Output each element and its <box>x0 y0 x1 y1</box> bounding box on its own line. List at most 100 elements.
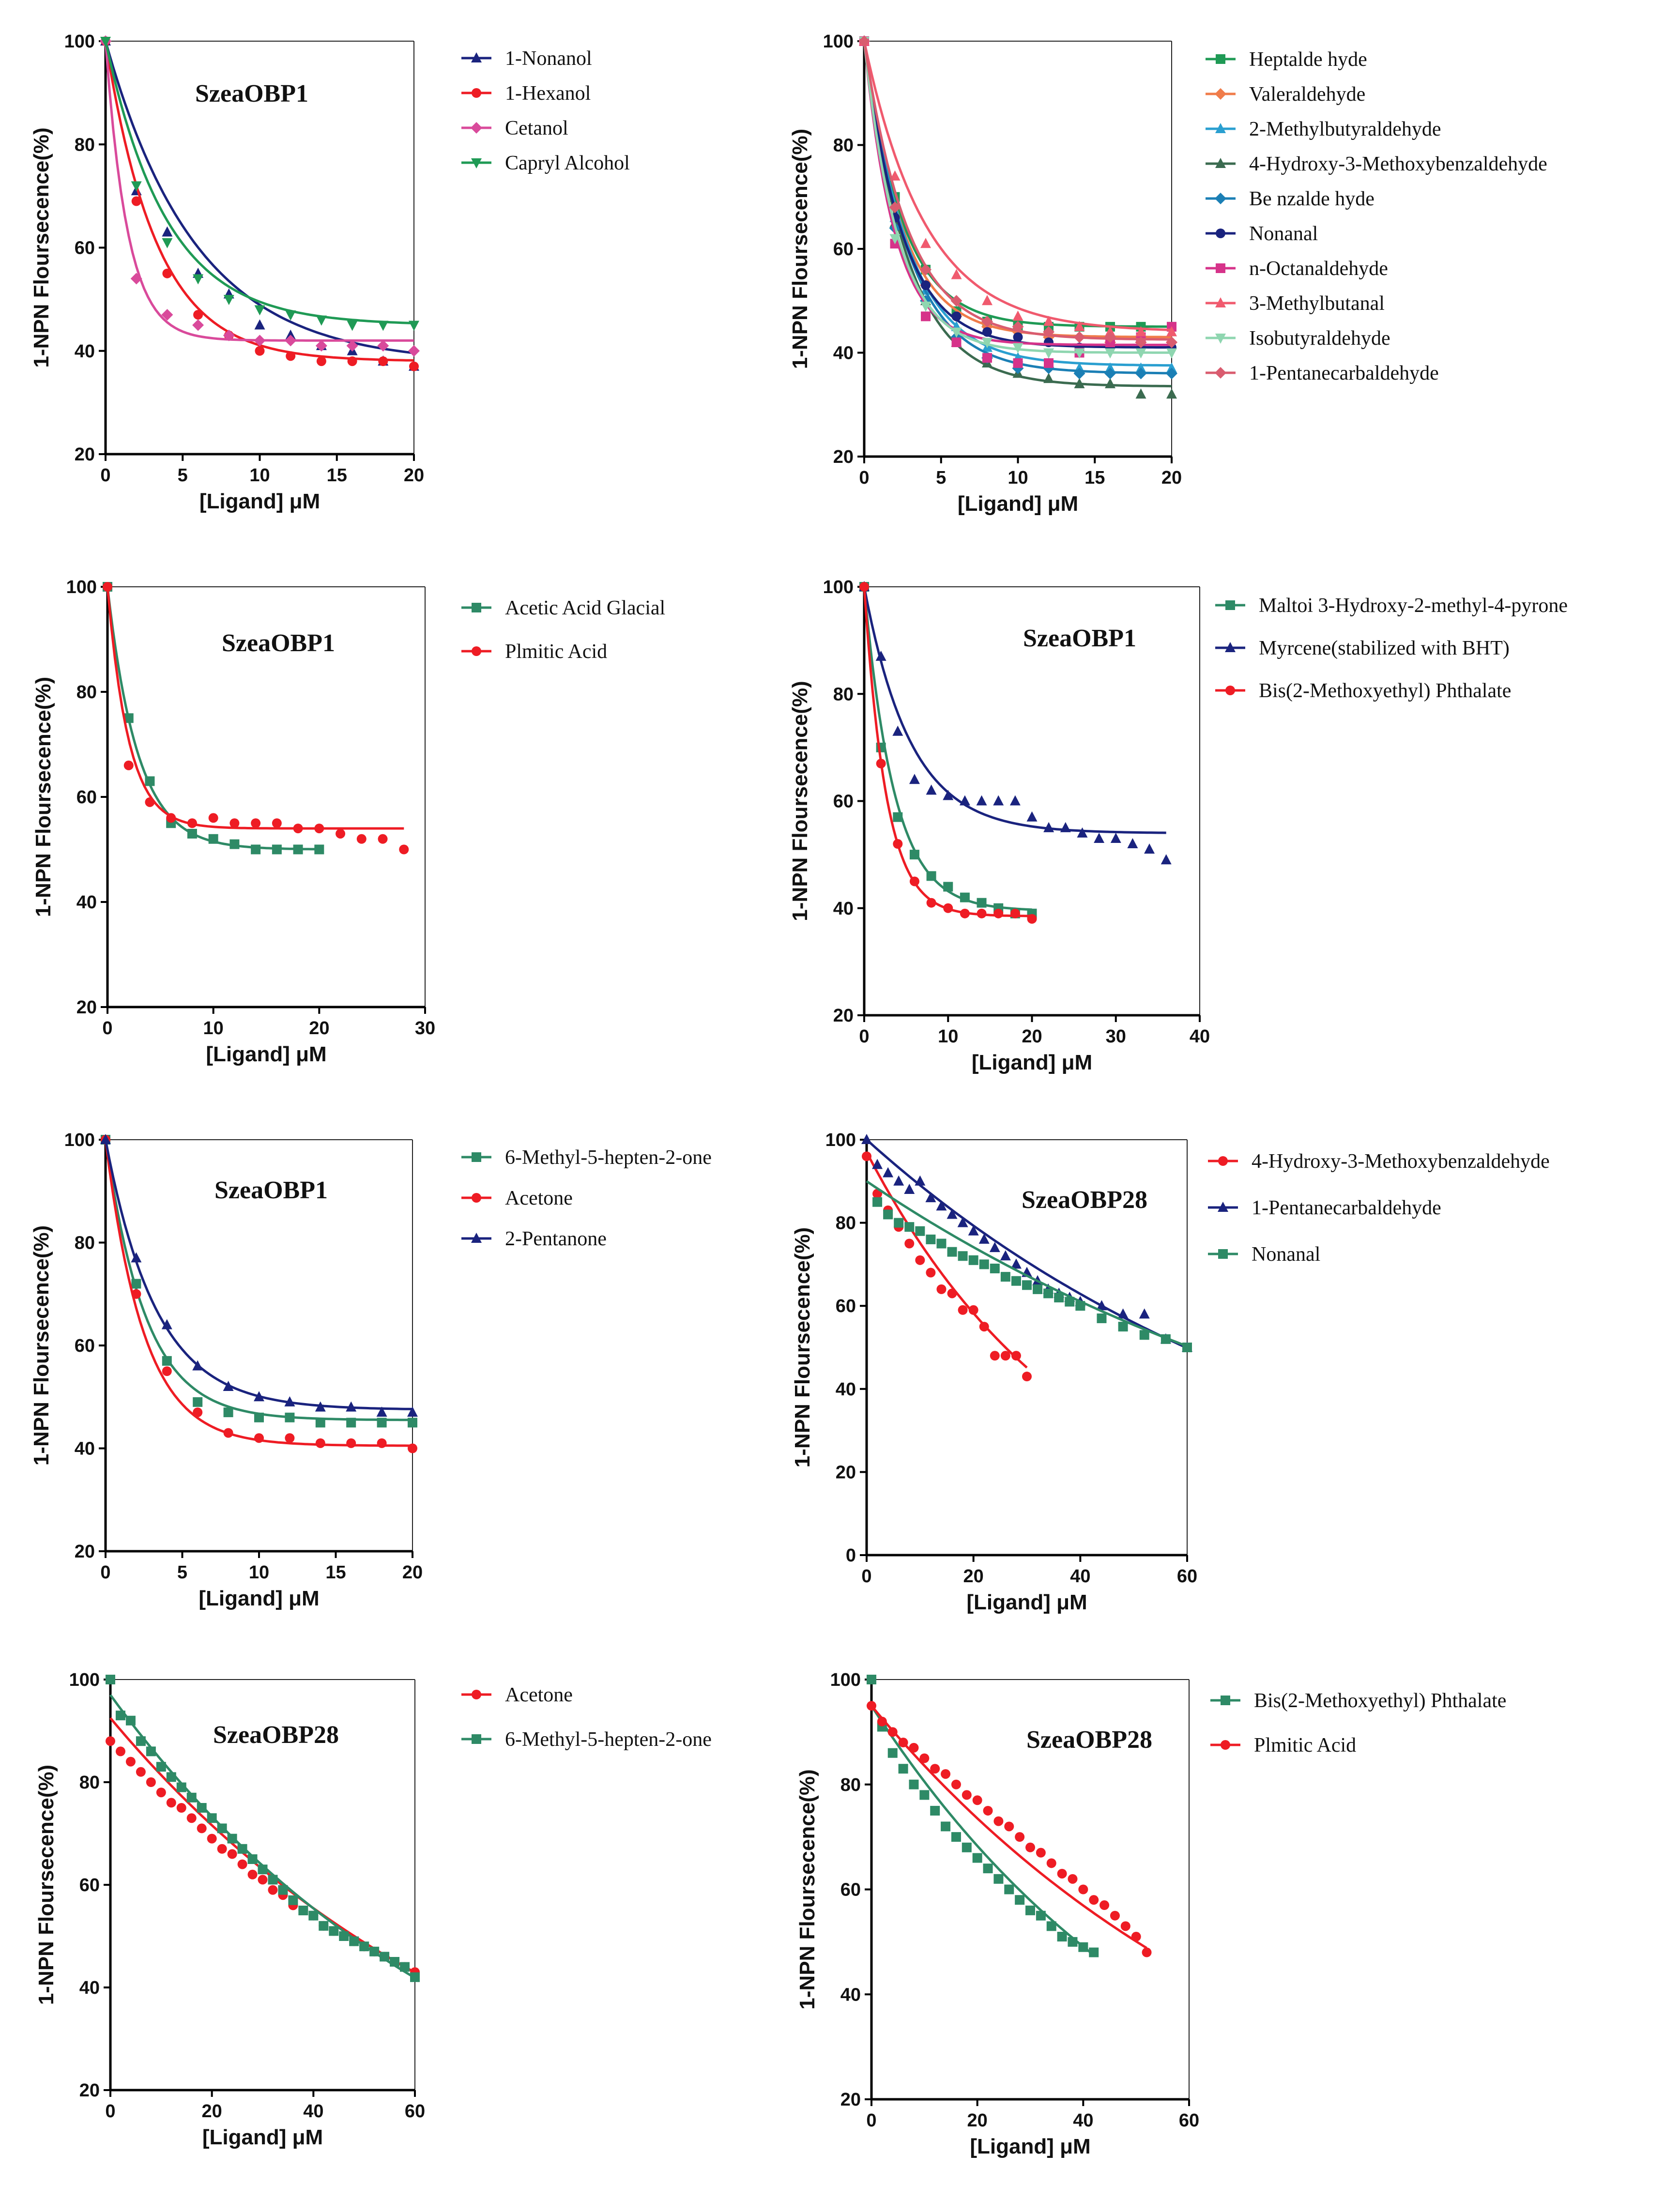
panel-title: SzeaOBP1 <box>1023 625 1136 652</box>
series-8 <box>859 35 1177 336</box>
legend-label: 6-Methyl-5-hepten-2-one <box>505 1728 712 1751</box>
data-point <box>192 319 204 331</box>
data-point <box>972 1795 982 1805</box>
data-point <box>926 898 936 908</box>
data-point <box>284 1396 295 1406</box>
series-1 <box>867 1675 1099 1957</box>
fit-curve <box>109 1717 416 1974</box>
data-point <box>272 844 282 855</box>
legend-marker <box>472 646 481 656</box>
data-point <box>883 1167 894 1177</box>
data-point <box>920 238 931 248</box>
x-axis-label: [Ligand] μM <box>202 2125 323 2149</box>
series-1 <box>101 1135 417 1428</box>
data-point <box>315 1418 325 1428</box>
data-point <box>1000 1351 1010 1361</box>
data-point <box>237 1844 247 1854</box>
data-point <box>258 1875 268 1885</box>
data-point <box>400 1962 410 1972</box>
legend-item: Bis(2-Methoxyethyl) Phthalate <box>1215 680 1511 702</box>
data-point <box>858 35 870 47</box>
data-point <box>131 1289 141 1299</box>
legend-label: Capryl Alcohol <box>505 152 630 174</box>
data-point <box>893 812 903 822</box>
y-tick-label: 20 <box>833 1006 854 1026</box>
data-point <box>193 274 204 285</box>
data-point <box>883 1209 893 1220</box>
data-point <box>909 1779 919 1789</box>
data-point <box>1074 348 1085 359</box>
data-point <box>346 1438 356 1448</box>
data-point <box>316 315 327 326</box>
data-point <box>186 1813 197 1823</box>
legend-label: 1-Pentanecarbaldehyde <box>1249 362 1439 384</box>
data-point <box>930 1764 940 1774</box>
data-point <box>989 1242 1000 1253</box>
data-point <box>176 1803 186 1813</box>
data-point <box>993 1816 1004 1826</box>
legend-marker <box>1215 123 1226 133</box>
series-1 <box>859 582 1037 918</box>
data-point <box>962 1842 972 1852</box>
fit-curve <box>863 41 1172 338</box>
legend-marker <box>471 52 482 62</box>
data-point <box>1012 310 1023 321</box>
data-point <box>115 1746 125 1757</box>
legend-item: Acetone <box>461 1187 573 1209</box>
panel-title: SzeaOBP28 <box>1026 1726 1152 1754</box>
data-point <box>223 1381 234 1391</box>
y-tick-label: 0 <box>846 1545 856 1566</box>
data-point <box>136 1767 146 1777</box>
y-tick-label: 80 <box>76 682 97 703</box>
data-point <box>1135 348 1146 359</box>
panel-title: SzeaOBP1 <box>214 1176 328 1204</box>
data-point <box>1013 332 1023 342</box>
series-2 <box>858 35 1177 349</box>
x-tick-label: 20 <box>963 1566 984 1587</box>
data-point <box>247 1869 258 1879</box>
data-point <box>919 1753 930 1763</box>
x-tick-label: 30 <box>415 1018 435 1039</box>
data-point <box>314 844 324 855</box>
data-point <box>921 280 931 290</box>
data-point <box>1089 1947 1099 1957</box>
x-tick-label: 20 <box>309 1018 329 1039</box>
data-point <box>1110 832 1121 843</box>
data-point <box>930 1805 940 1816</box>
x-tick-label: 10 <box>1008 468 1028 488</box>
legend-marker <box>1218 1202 1228 1212</box>
data-point <box>409 361 419 371</box>
y-tick-label: 60 <box>833 239 854 260</box>
data-point <box>123 713 134 723</box>
data-point <box>943 882 953 892</box>
data-point <box>1036 1910 1046 1921</box>
data-point <box>1105 348 1115 359</box>
legend-marker <box>1215 193 1226 204</box>
data-point <box>278 1885 288 1895</box>
data-point <box>904 1222 915 1232</box>
legend-item: Valeraldehyde <box>1206 83 1365 106</box>
fit-curve <box>865 1151 1028 1369</box>
data-point <box>339 1931 349 1941</box>
data-point <box>207 1833 217 1844</box>
legend-label: 6-Methyl-5-hepten-2-one <box>505 1146 712 1169</box>
fit-curve <box>863 586 1032 911</box>
series-3 <box>100 1134 418 1417</box>
data-point <box>1089 1895 1099 1905</box>
legend-item: Be nzalde hyde <box>1206 188 1375 210</box>
data-point <box>958 1305 968 1315</box>
data-point <box>1043 373 1054 383</box>
data-point <box>990 1351 1000 1361</box>
data-point <box>1022 1280 1032 1290</box>
data-point <box>1009 795 1021 806</box>
legend-item: Nonanal <box>1206 223 1318 245</box>
data-point <box>1010 1258 1022 1269</box>
data-point <box>298 1906 308 1915</box>
data-point <box>1078 1884 1088 1894</box>
data-point <box>958 1251 968 1261</box>
data-point <box>131 1279 141 1289</box>
legend-item: Myrcene(stabilized with BHT) <box>1215 637 1510 659</box>
data-point <box>1135 367 1147 380</box>
data-point <box>977 898 987 908</box>
legend-label: Bis(2-Methoxyethyl) Phthalate <box>1259 680 1511 702</box>
